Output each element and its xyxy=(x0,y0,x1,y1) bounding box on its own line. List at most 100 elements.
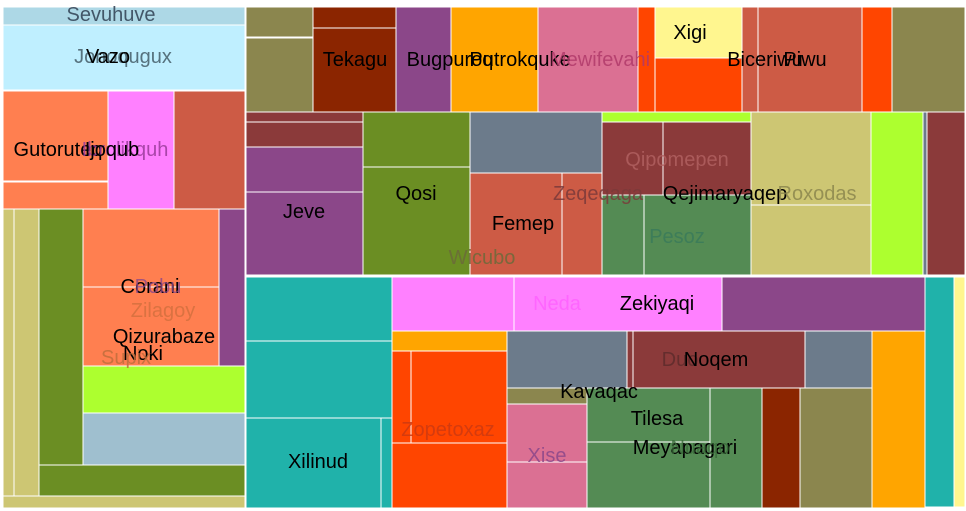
treemap-tile-9 xyxy=(82,208,220,288)
treemap-tile-61 xyxy=(391,442,508,509)
treemap-tile-4 xyxy=(173,90,246,210)
treemap-tile-14 xyxy=(38,464,246,497)
treemap-tile-51 xyxy=(245,417,382,509)
treemap-tile-34 xyxy=(362,111,471,168)
treemap-tile-48 xyxy=(926,111,966,276)
treemap-tile-2 xyxy=(2,90,109,182)
treemap-tile-49 xyxy=(245,276,393,342)
treemap-tile-33 xyxy=(245,191,364,276)
tile-label-ibrolikquh: Ibrolikquh xyxy=(82,139,169,161)
treemap-tile-58 xyxy=(391,330,508,352)
tile-label-sevuhuve: Sevuhuve xyxy=(67,4,156,26)
treemap-tile-64 xyxy=(632,330,806,389)
treemap-tile-28 xyxy=(861,6,893,113)
treemap-tile-57 xyxy=(953,276,966,508)
treemap-tile-62 xyxy=(506,330,628,389)
treemap-tile-21 xyxy=(450,6,539,113)
treemap-tile-72 xyxy=(709,387,763,509)
treemap-tile-6 xyxy=(2,208,15,497)
treemap-tile-41 xyxy=(662,121,752,196)
treemap-tile-42 xyxy=(601,194,645,276)
tile-label-supix: Supix xyxy=(101,347,151,369)
tile-label-bugpuroq: Bugpuroq xyxy=(407,49,494,71)
treemap-tile-47 xyxy=(922,111,928,276)
treemap-tile-7 xyxy=(13,208,40,497)
treemap-tiles xyxy=(2,6,966,509)
treemap-tile-38 xyxy=(561,172,603,276)
tile-label-zekiyaqi: Zekiyaqi xyxy=(620,293,694,315)
treemap-tile-22 xyxy=(537,6,639,113)
treemap-tile-37 xyxy=(469,172,563,276)
tile-label-piwu: Piwu xyxy=(783,49,826,71)
treemap-tile-39 xyxy=(601,111,752,123)
treemap-tile-27 xyxy=(757,6,863,113)
treemap-tile-54 xyxy=(513,276,723,332)
tile-label-tekagu: Tekagu xyxy=(323,49,388,71)
tile-label-meyapagari: Meyapagari xyxy=(633,437,738,459)
treemap-tile-63 xyxy=(626,330,634,389)
treemap-tile-66 xyxy=(871,330,926,509)
treemap-tile-17 xyxy=(245,37,314,113)
tile-label-qosi: Qosi xyxy=(395,183,436,205)
tile-label-jonoqugux: Jonoqugux xyxy=(74,46,172,68)
tile-label-duo: Duo xyxy=(662,349,699,371)
treemap-tile-10 xyxy=(218,208,246,367)
treemap-tile-35 xyxy=(362,166,471,276)
treemap-tile-1 xyxy=(2,24,246,91)
treemap-tile-8 xyxy=(38,208,84,466)
tile-label-noki: Noki xyxy=(123,343,163,365)
treemap-tile-19 xyxy=(312,27,397,113)
tile-label-qipomepen: Qipomepen xyxy=(625,149,728,171)
treemap-tile-46 xyxy=(870,111,924,276)
treemap-tile-71 xyxy=(586,441,711,509)
treemap-tile-36 xyxy=(469,111,603,174)
tile-label-kavaqac: Kavaqac xyxy=(560,381,638,403)
tile-label-vazo: Vazo xyxy=(86,46,130,68)
tile-label-biceriwu: Biceriwu xyxy=(727,49,803,71)
treemap-tile-3 xyxy=(107,90,175,210)
tile-label-xilinud: Xilinud xyxy=(288,451,348,473)
treemap-tile-50 xyxy=(245,340,393,419)
treemap-tile-45 xyxy=(750,204,872,276)
tile-label-femep: Femep xyxy=(492,213,554,235)
tile-label-corani: Corani xyxy=(121,276,180,298)
tile-label-pobu: Pobu xyxy=(135,276,182,298)
treemap-tile-24 xyxy=(654,6,743,59)
treemap-tile-65 xyxy=(804,330,873,389)
tile-label-noqem: Noqem xyxy=(684,349,748,371)
treemap-tile-44 xyxy=(750,111,872,206)
tile-label-zilagoy: Zilagoy xyxy=(131,300,195,322)
treemap-tile-74 xyxy=(799,387,873,509)
tile-label-mewifevahi: Mewifevahi xyxy=(550,49,650,71)
treemap-tile-40 xyxy=(601,121,664,196)
tile-label-putrokquke: Putrokquke xyxy=(469,49,570,71)
treemap-tile-16 xyxy=(245,6,314,38)
treemap-tile-18 xyxy=(312,6,397,29)
treemap-tile-69 xyxy=(506,461,588,509)
tile-label-jeve: Jeve xyxy=(283,201,325,223)
tile-label-qizurabaze: Qizurabaze xyxy=(113,326,215,348)
treemap-tile-31 xyxy=(245,121,364,148)
tile-label-zopetoxaz: Zopetoxaz xyxy=(401,419,494,441)
tile-label-pesoz: Pesoz xyxy=(649,226,705,248)
treemap-tile-68 xyxy=(506,403,588,463)
tile-label-tilesa: Tilesa xyxy=(631,408,684,430)
treemap-tile-29 xyxy=(891,6,966,113)
treemap-tile-56 xyxy=(924,276,955,508)
tile-label-zeqeqaga: Zeqeqaga xyxy=(553,183,644,205)
treemap-tile-12 xyxy=(82,365,246,414)
treemap-tile-43 xyxy=(643,194,752,276)
tile-label-gutoruteq: Gutoruteq xyxy=(14,139,103,161)
treemap-tile-11 xyxy=(82,286,220,367)
treemap-tile-60 xyxy=(410,350,508,444)
treemap-tile-73 xyxy=(761,387,801,509)
treemap-tile-32 xyxy=(245,146,364,193)
treemap-tile-55 xyxy=(721,276,926,332)
tile-label-wicubo: Wicubo xyxy=(449,247,516,269)
treemap-tile-13 xyxy=(82,412,246,466)
tile-label-qejimaryaqep: Qejimaryaqep xyxy=(663,183,788,205)
tile-label-roxodas: Roxodas xyxy=(778,183,857,205)
treemap-tile-30 xyxy=(245,111,364,123)
tile-label-xise: Xise xyxy=(528,445,567,467)
